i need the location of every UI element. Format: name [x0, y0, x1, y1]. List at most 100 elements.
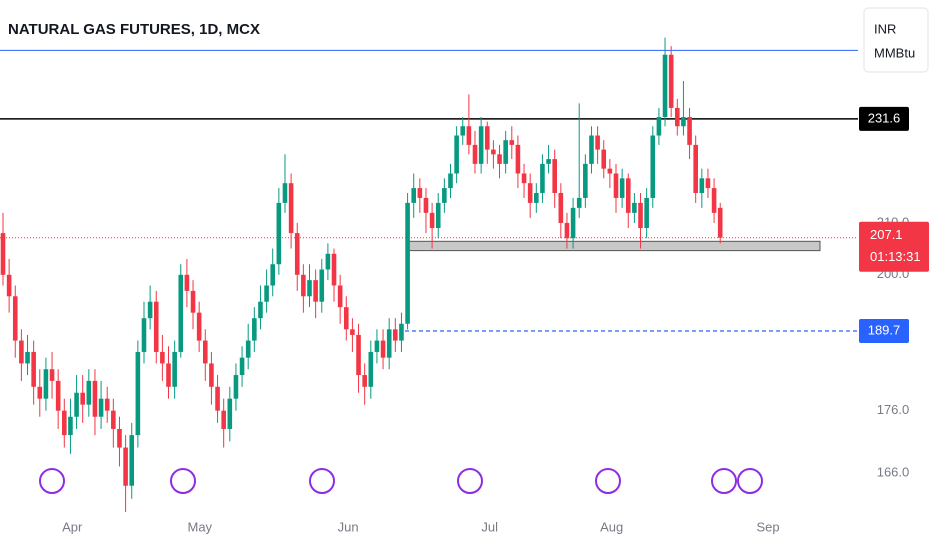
candle-body	[527, 183, 533, 203]
candle-body	[442, 188, 447, 203]
candle-body	[264, 285, 269, 302]
candle-body	[239, 357, 245, 376]
candle-body	[687, 117, 692, 145]
last-price-label: 207.1	[870, 227, 903, 242]
candle-body	[12, 296, 18, 341]
candle-body	[184, 274, 190, 291]
candle-body	[111, 410, 116, 429]
candle-body	[393, 329, 398, 341]
candle-body	[380, 340, 386, 358]
candle-body	[49, 369, 55, 381]
candle-body	[258, 301, 263, 319]
candle-body	[6, 274, 12, 297]
candle-body	[172, 351, 177, 387]
chart-title: NATURAL GAS FUTURES, 1D, MCX	[8, 21, 260, 38]
resistance-label-box	[859, 106, 909, 131]
candle-body	[196, 312, 202, 341]
candle-body	[613, 173, 619, 198]
candle-body	[607, 168, 613, 174]
event-icon[interactable]	[711, 468, 737, 494]
candle-body	[86, 380, 92, 405]
candle-body	[619, 178, 625, 198]
candle-body	[153, 301, 159, 352]
candle-body	[374, 340, 380, 352]
candle-body	[638, 202, 643, 229]
candle-body	[43, 369, 49, 399]
candle-body	[717, 207, 723, 238]
candle-body	[399, 323, 404, 341]
candle-body	[221, 410, 226, 429]
candle-body	[135, 351, 141, 436]
candle-body	[325, 253, 331, 270]
event-icon[interactable]	[457, 468, 483, 494]
support-label: 189.7	[868, 322, 901, 337]
candle-body	[252, 318, 257, 341]
candle-body	[466, 126, 472, 145]
candle-body	[417, 188, 423, 198]
candle-body	[282, 183, 288, 203]
candle-body	[343, 307, 349, 330]
candle-body	[515, 144, 521, 174]
x-tick-label: May	[187, 519, 212, 534]
candle-body	[129, 435, 135, 486]
candle-body	[31, 351, 36, 387]
candle-body	[294, 233, 300, 275]
candle-body	[104, 398, 110, 411]
last-price-box	[859, 221, 929, 272]
candle-body	[435, 202, 441, 229]
candle-body	[595, 135, 600, 150]
candle-body	[319, 269, 325, 302]
event-icon[interactable]	[737, 468, 763, 494]
candle-body	[662, 54, 668, 118]
candle-body	[478, 126, 484, 164]
candle-body	[534, 192, 539, 203]
candle-body	[0, 233, 6, 275]
candle-body	[190, 290, 196, 313]
candle-body	[245, 340, 251, 358]
candle-body	[460, 126, 466, 136]
countdown: 01:13:31	[870, 249, 921, 264]
candle-body	[331, 253, 337, 286]
candle-body	[601, 149, 607, 169]
candle-body	[632, 202, 637, 213]
event-icon[interactable]	[309, 468, 335, 494]
candle-body	[37, 386, 43, 399]
candle-body	[681, 117, 686, 127]
candle-body	[699, 178, 705, 193]
candle-body	[80, 392, 85, 405]
candle-body	[301, 274, 306, 297]
candle-body	[711, 188, 717, 213]
event-icon[interactable]	[170, 468, 196, 494]
event-icon[interactable]	[39, 468, 65, 494]
candle-body	[123, 447, 128, 486]
event-icon[interactable]	[595, 468, 621, 494]
candle-body	[521, 173, 527, 184]
candle-body	[589, 135, 594, 164]
candle-body	[233, 375, 239, 399]
unit-box[interactable]	[863, 7, 929, 73]
candle-body	[454, 135, 459, 174]
candle-body	[270, 264, 276, 286]
candle-body	[209, 363, 214, 387]
candle-body	[337, 285, 343, 308]
candle-body	[546, 159, 551, 164]
candle-body	[141, 318, 147, 352]
candle-body	[68, 416, 73, 436]
candle-body	[19, 340, 24, 364]
candle-body	[491, 149, 496, 155]
candle-body	[117, 428, 122, 448]
candle-body	[411, 188, 417, 203]
candle-body	[362, 375, 367, 387]
candle-body	[693, 144, 698, 193]
candle-body	[55, 380, 61, 411]
candle-body	[147, 301, 153, 319]
candle-body	[215, 386, 220, 411]
event-icons[interactable]	[39, 468, 763, 494]
candle-body	[484, 126, 490, 150]
candle-body	[25, 351, 30, 364]
candle-body	[368, 351, 374, 387]
currency: INR	[874, 21, 896, 36]
candle-body	[656, 117, 662, 136]
